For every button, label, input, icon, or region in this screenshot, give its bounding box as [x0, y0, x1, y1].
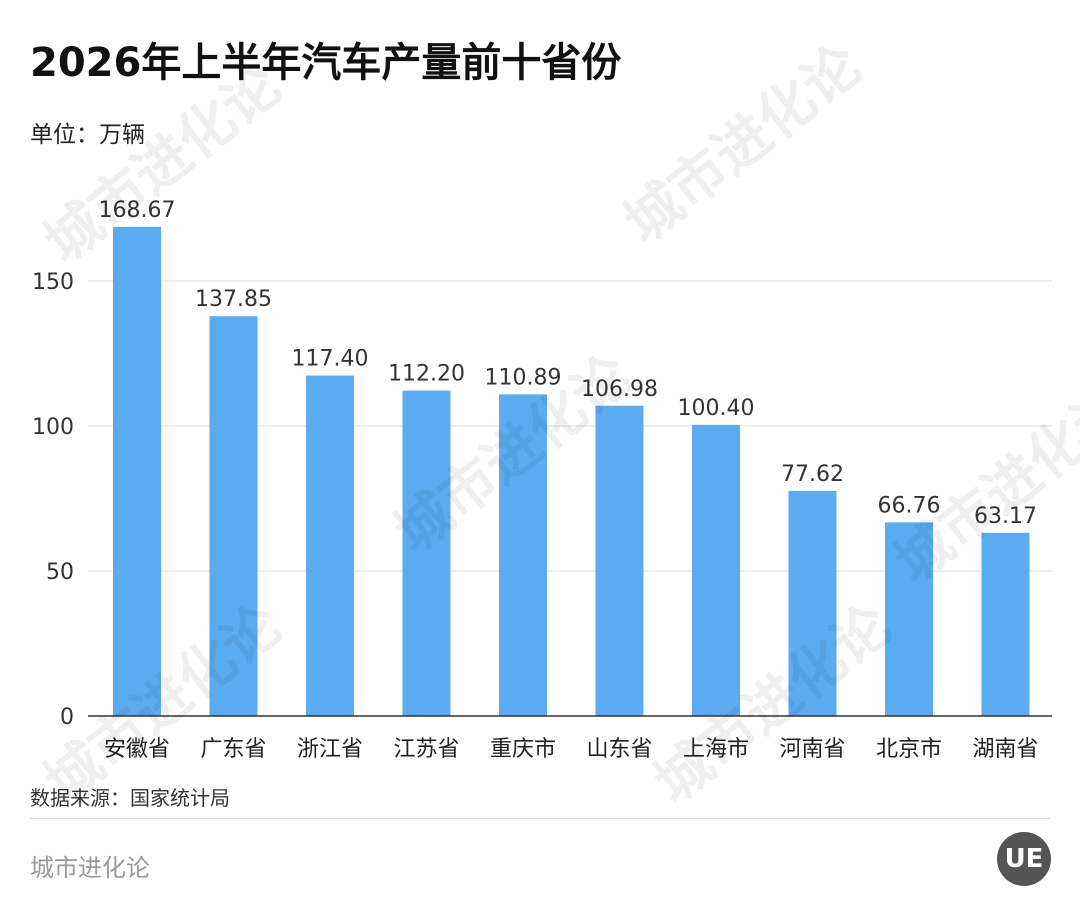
y-tick-label: 50: [46, 560, 74, 585]
bar-value-label: 63.17: [974, 504, 1037, 529]
bar: [306, 375, 354, 716]
x-tick-label: 重庆市: [490, 737, 556, 762]
bar: [499, 394, 547, 716]
bar-value-label: 112.20: [388, 362, 465, 387]
bar: [692, 424, 740, 716]
bar-value-label: 66.76: [878, 493, 941, 518]
x-tick-label: 江苏省: [393, 737, 459, 762]
bar: [113, 226, 161, 716]
brand-logo: UE: [997, 832, 1051, 886]
bar: [788, 490, 837, 716]
footer-divider: [30, 818, 1050, 819]
x-tick-label: 河南省: [779, 737, 845, 762]
bar-value-label: 168.67: [99, 198, 176, 223]
value-labels: 168.67 137.85 117.40 112.20 110.89 106.98 100.…: [99, 198, 1037, 529]
unit-label: 单位：万辆: [30, 122, 145, 148]
bar: [595, 405, 644, 716]
y-tick-label: 100: [32, 415, 74, 440]
x-tick-label: 北京市: [876, 737, 942, 762]
bar: [981, 532, 1030, 716]
page-title: 2026年上半年汽车产量前十省份: [30, 40, 622, 86]
x-tick-label: 安徽省: [104, 737, 170, 762]
x-tick-label: 山东省: [586, 737, 652, 762]
bar-value-label: 77.62: [781, 462, 844, 487]
y-tick-label: 0: [60, 705, 74, 730]
x-tick-label: 广东省: [200, 737, 266, 762]
footer-brand-name: 城市进化论: [30, 854, 150, 882]
bar: [885, 522, 933, 716]
bars: [113, 226, 1030, 716]
x-tick-label: 浙江省: [297, 737, 363, 762]
bar-value-label: 100.40: [678, 396, 755, 421]
bar: [209, 316, 258, 716]
y-tick-label: 150: [32, 270, 74, 295]
bar-value-label: 110.89: [485, 365, 562, 390]
x-tick-label: 上海市: [683, 737, 749, 762]
bar-value-label: 106.98: [581, 377, 658, 402]
bar-value-label: 117.40: [292, 347, 369, 372]
bar-value-label: 137.85: [195, 287, 272, 312]
data-source: 数据来源：国家统计局: [30, 786, 230, 810]
y-axis-ticks: 0 50 100 150: [32, 270, 74, 730]
x-tick-label: 湖南省: [972, 737, 1038, 762]
x-axis-labels: 安徽省 广东省 浙江省 江苏省 重庆市 山东省 上海市 河南省 北京市 湖南省: [104, 737, 1039, 762]
bar: [402, 390, 451, 716]
